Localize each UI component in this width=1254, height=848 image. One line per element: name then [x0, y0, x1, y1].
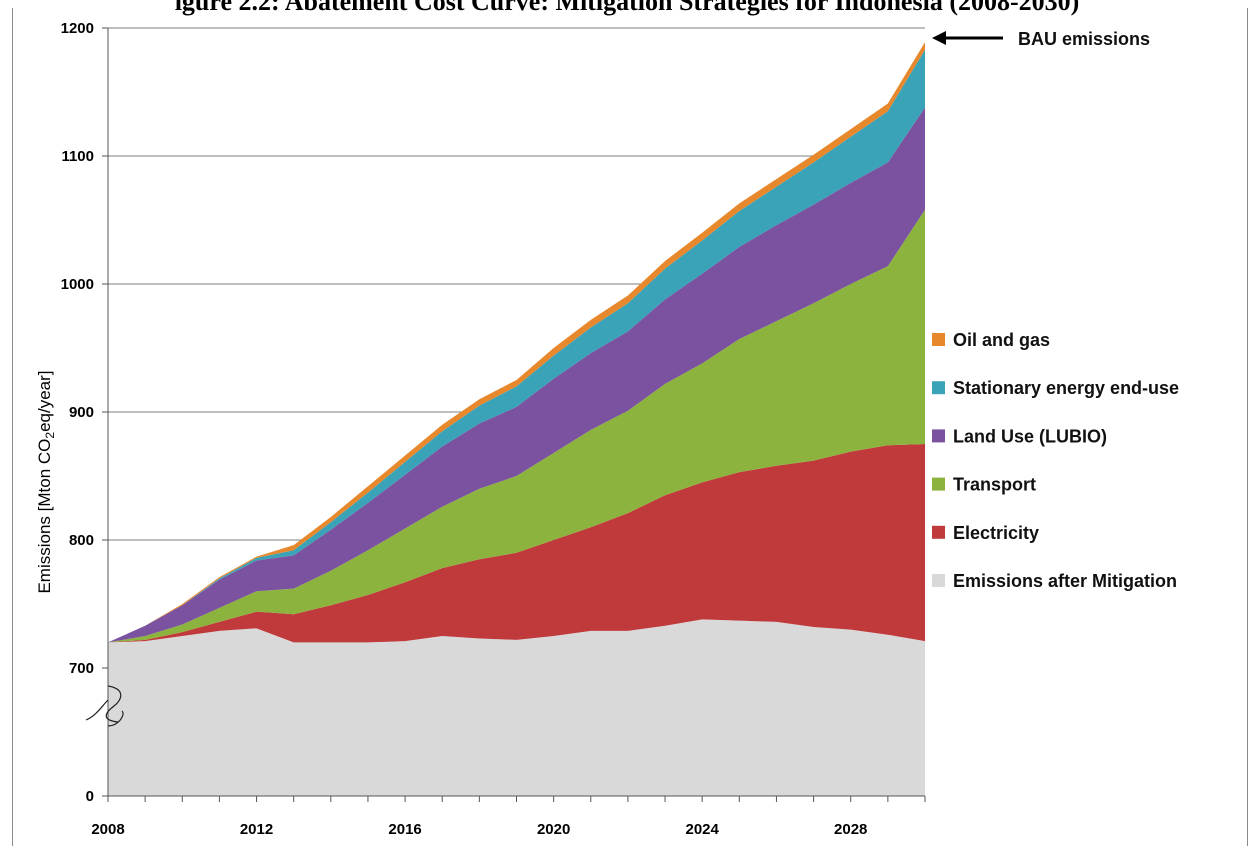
x-tick-labels: 2008 2012 2016 2020 2024 2028 — [91, 821, 867, 838]
y-tick-label: 800 — [69, 532, 94, 549]
y-tick-label: 700 — [69, 660, 94, 677]
legend-swatch — [932, 381, 945, 395]
legend-swatch — [932, 477, 945, 491]
legend-label: Transport — [953, 475, 1036, 495]
legend-swatch — [932, 429, 945, 443]
chart-title-text: igure 2.2: Abatement Cost Curve: Mitigat… — [174, 0, 1080, 16]
x-tick-label: 2024 — [685, 821, 719, 838]
legend-swatch — [932, 574, 945, 587]
legend: Oil and gas Stationary energy end-use Land… — [932, 330, 1179, 591]
y-tick-label: 1000 — [61, 276, 94, 293]
y-tick-label: 900 — [69, 404, 94, 421]
break-curve — [105, 685, 122, 723]
legend-label: Land Use (LUBIO) — [953, 426, 1107, 446]
y-axis-label: Emissions [Mton CO2eq/year] — [35, 370, 57, 593]
legend-label: Emissions after Mitigation — [953, 571, 1177, 591]
bau-label: BAU emissions — [1018, 29, 1150, 49]
y-axis-label-pre: Emissions [Mton CO — [35, 439, 54, 594]
area-emissions-after-mitigation — [108, 619, 925, 796]
x-tick-label: 2028 — [834, 821, 867, 838]
area-transport — [108, 209, 925, 643]
figure-frame — [12, 8, 1248, 846]
legend-swatch — [932, 525, 945, 539]
bau-arrowhead-icon — [932, 31, 946, 45]
axes — [102, 27, 926, 802]
x-tick-label: 2016 — [388, 821, 421, 838]
axis-break-icon — [85, 685, 124, 727]
x-tick-label: 2012 — [240, 821, 273, 838]
y-tick-label: 0 — [86, 788, 94, 805]
y-tick-label: 1100 — [61, 148, 94, 165]
y-tick-labels: 0 700 800 900 1000 1100 1200 — [61, 20, 94, 805]
legend-label: Electricity — [953, 523, 1039, 543]
y-axis-label-post: eq/year] — [35, 370, 54, 431]
break-curve — [85, 699, 124, 727]
area-electricity — [108, 444, 925, 643]
legend-swatch — [932, 333, 945, 346]
y-axis-label-sub: 2 — [43, 432, 57, 439]
stacked-areas — [108, 42, 925, 796]
bau-annotation: BAU emissions — [932, 29, 1150, 49]
legend-label: Oil and gas — [953, 330, 1050, 350]
y-tick-label: 1200 — [61, 20, 94, 37]
x-tick-label: 2020 — [537, 821, 570, 838]
x-tick-label: 2008 — [91, 821, 124, 838]
legend-label: Stationary energy end-use — [953, 378, 1179, 398]
chart-title: igure 2.2: Abatement Cost Curve: Mitigat… — [0, 0, 1254, 40]
